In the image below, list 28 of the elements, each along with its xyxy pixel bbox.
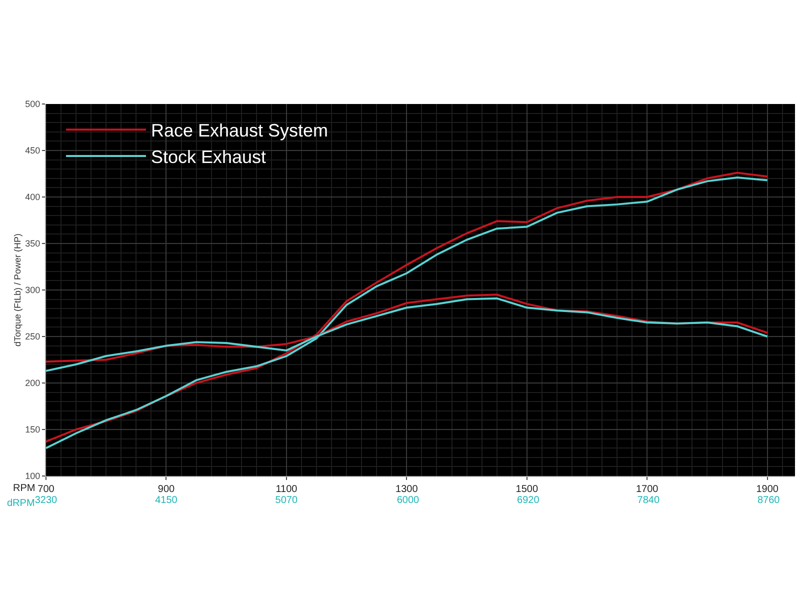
x-axis-title: RPM bbox=[13, 483, 36, 494]
y-tick-label: 200 bbox=[25, 378, 40, 388]
x-tick-label: 1100 bbox=[276, 484, 298, 495]
y-tick-label: 150 bbox=[25, 424, 40, 435]
legend-label: Race Exhaust System bbox=[150, 120, 328, 141]
y-tick-label: 400 bbox=[25, 192, 40, 202]
x-tick-label: 1900 bbox=[756, 484, 779, 495]
x2-tick-label: 6920 bbox=[517, 495, 540, 506]
x2-axis-title: dRPM bbox=[7, 498, 35, 509]
x-tick-label: 1500 bbox=[516, 484, 538, 495]
x2-tick-label: 6000 bbox=[396, 495, 420, 506]
x-tick-label: 1300 bbox=[396, 484, 418, 495]
legend-label: Stock Exhaust bbox=[150, 147, 266, 168]
y-tick-label: 350 bbox=[25, 238, 40, 249]
y-tick-label: 500 bbox=[25, 99, 40, 110]
x-tick-label: 700 bbox=[38, 484, 55, 495]
y-tick-label: 300 bbox=[25, 285, 40, 296]
x2-tick-label: 5070 bbox=[275, 495, 298, 506]
x2-tick-label: 3230 bbox=[34, 495, 58, 506]
y-tick-label: 450 bbox=[25, 146, 40, 156]
y-tick-label: 250 bbox=[25, 332, 40, 342]
x-tick-label: 1700 bbox=[636, 484, 659, 495]
y-axis-title: dTorque (FtLb) / Power (HP) bbox=[12, 233, 23, 347]
x-tick-label: 900 bbox=[158, 484, 175, 495]
x2-tick-label: 8760 bbox=[757, 495, 780, 506]
x2-tick-label: 7840 bbox=[637, 495, 660, 506]
y-tick-label: 100 bbox=[25, 471, 40, 482]
x2-tick-label: 4150 bbox=[155, 495, 178, 506]
